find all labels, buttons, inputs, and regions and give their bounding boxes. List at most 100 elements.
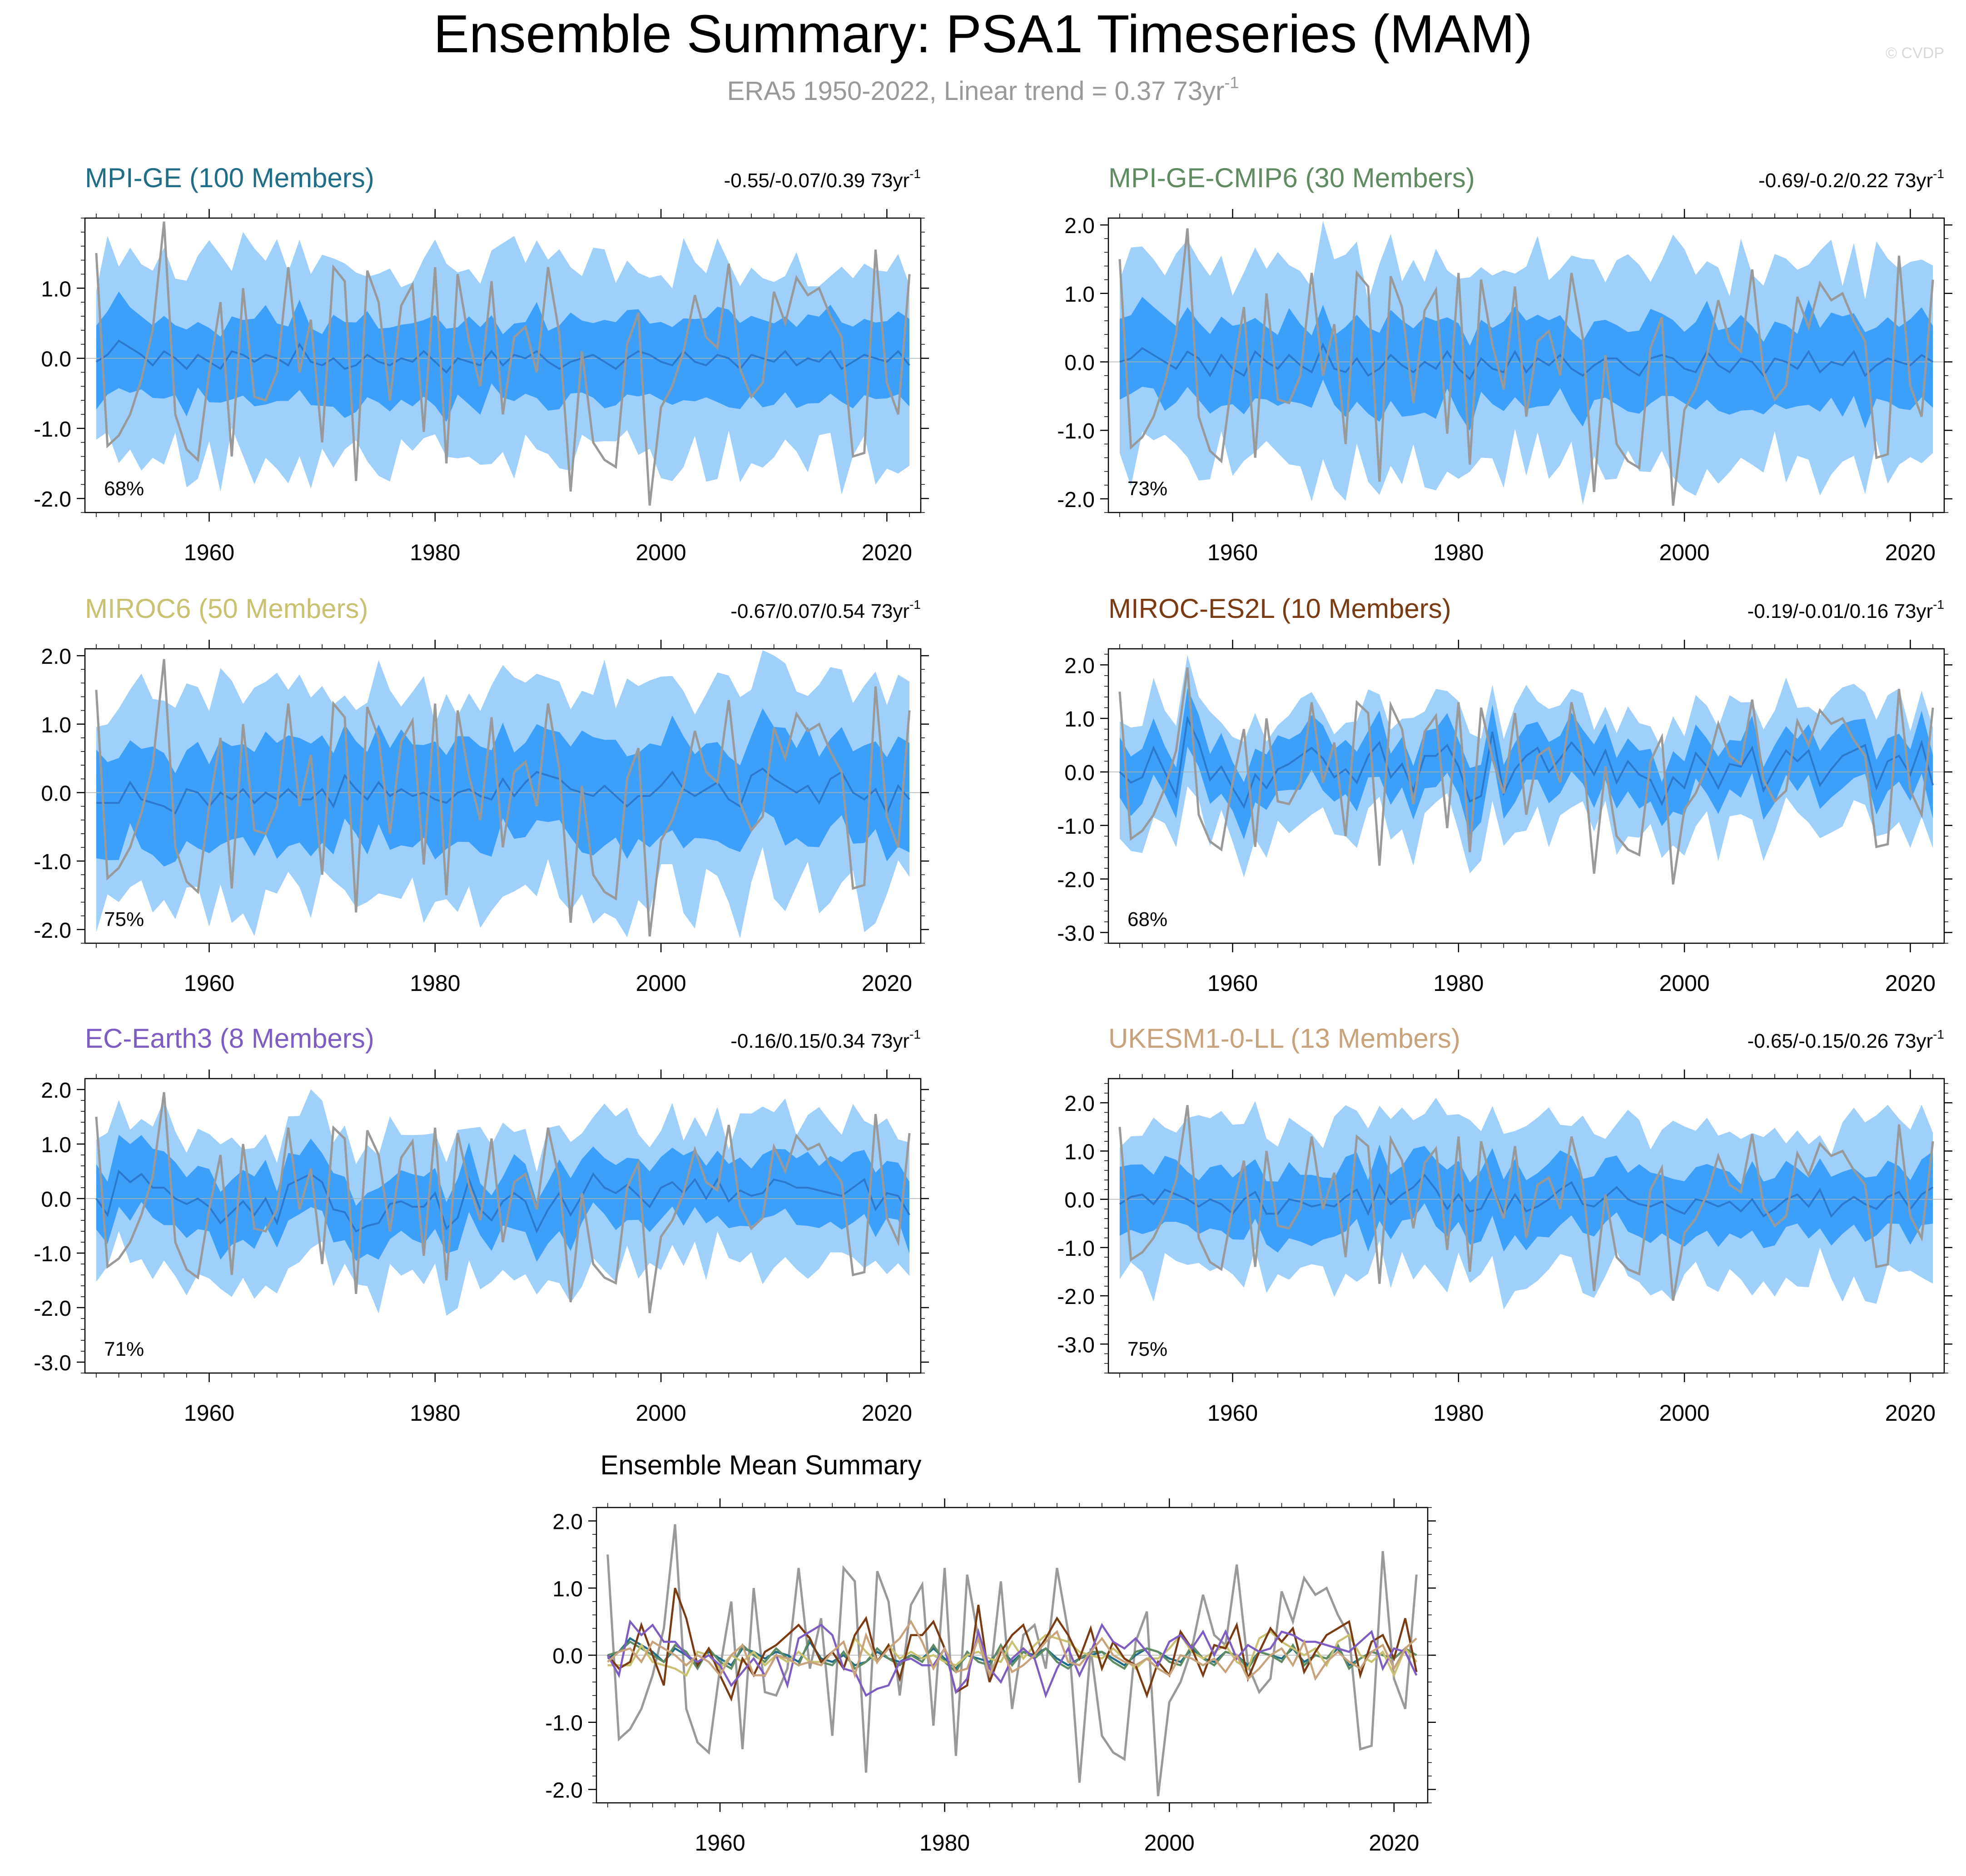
panel-ukesm1-0-ll-observed-line xyxy=(1118,1105,1934,1301)
panel-miroc-es2l-ytick-label: -2.0 xyxy=(1057,868,1095,892)
panel-mpi-ge-ytick-label: 1.0 xyxy=(41,277,71,301)
panel-miroc-es2l-percent-label: 68% xyxy=(1127,908,1167,931)
panel-miroc6-xtick-label: 1960 xyxy=(184,970,234,996)
panel-ec-earth3-ensemble-mean-line xyxy=(95,1169,910,1234)
panel-miroc-es2l-trend-label: -0.19/-0.01/0.16 73yr-1 xyxy=(1748,597,1944,622)
panel-miroc-es2l-xtick-label: 1980 xyxy=(1433,970,1484,996)
panel-mpi-ge-inner-band xyxy=(96,291,910,422)
panel-ukesm1-0-ll-title: UKESM1-0-LL (13 Members) xyxy=(1108,1023,1460,1054)
summary-xtick-label: 1980 xyxy=(919,1830,970,1856)
panel-ec-earth3: 2.0 1.0 0.0 -1.0 -2.0 -3.0 1960 1980 2000 2020 EC-… xyxy=(34,1023,929,1426)
summary-ytick-label: 2.0 xyxy=(552,1510,583,1534)
summary-observed-line xyxy=(606,1524,1418,1796)
panel-miroc6-ensemble-mean-line xyxy=(96,767,910,816)
panel-miroc-es2l-ytick-label: -3.0 xyxy=(1057,921,1095,945)
panel-ec-earth3-ytick-label: -2.0 xyxy=(34,1297,71,1321)
panel-miroc-es2l: 2.0 1.0 0.0 -1.0 -2.0 -3.0 1960 1980 2000 2020 MIR… xyxy=(1057,593,1952,996)
panel-mpi-ge-cmip6-ytick-label: 1.0 xyxy=(1064,283,1095,307)
panel-ukesm1-0-ll-ytick-label: -1.0 xyxy=(1057,1237,1095,1261)
summary-xtick-label: 1960 xyxy=(695,1830,745,1856)
panel-miroc6-xtick-label: 2000 xyxy=(635,970,686,996)
panel-ukesm1-0-ll: 2.0 1.0 0.0 -1.0 -2.0 -3.0 1960 1980 2000 2020 UKE… xyxy=(1057,1023,1952,1426)
panel-ukesm1-0-ll-ytick-label: -3.0 xyxy=(1057,1333,1095,1357)
panel-mpi-ge-trend-sup: -1 xyxy=(909,167,921,181)
panel-ec-earth3-ytick-label: 0.0 xyxy=(41,1188,71,1212)
panel-miroc-es2l-trend-text: -0.19/-0.01/0.16 73yr xyxy=(1748,600,1933,622)
summary-line-ec-earth3 xyxy=(606,1619,1418,1699)
summary-xtick-label: 2020 xyxy=(1369,1830,1419,1856)
panel-ec-earth3-xtick-label: 1980 xyxy=(410,1400,460,1426)
panel-mpi-ge-cmip6-observed-line xyxy=(1118,228,1934,506)
panel-miroc-es2l-ytick-label: 1.0 xyxy=(1064,707,1095,731)
panel-miroc6-trend-label: -0.67/0.07/0.54 73yr-1 xyxy=(730,597,921,622)
panel-mpi-ge-xtick-label: 1980 xyxy=(410,540,460,565)
panel-miroc-es2l-ytick-label: 2.0 xyxy=(1064,654,1095,678)
panel-mpi-ge-ytick-label: -1.0 xyxy=(34,418,71,442)
panel-mpi-ge-cmip6-inner-band xyxy=(1119,297,1933,431)
figure-subtitle-sup: -1 xyxy=(1224,73,1239,92)
panel-miroc-es2l-title: MIROC-ES2L (10 Members) xyxy=(1108,593,1451,624)
panel-mpi-ge-cmip6-xtick-label: 2020 xyxy=(1885,540,1936,565)
panel-ec-earth3-ytick-label: -1.0 xyxy=(34,1242,71,1266)
panel-miroc6-ytick-label: 2.0 xyxy=(41,645,71,669)
panel-miroc6: 2.0 1.0 0.0 -1.0 -2.0 1960 1980 2000 2020 MIROC6 … xyxy=(34,593,929,996)
panel-mpi-ge-cmip6: 2.0 1.0 0.0 -1.0 -2.0 1960 1980 2000 2020 MPI-GE-… xyxy=(1057,163,1952,565)
panel-mpi-ge-cmip6-xtick-label: 1980 xyxy=(1433,540,1484,565)
panel-ec-earth3-percent-label: 71% xyxy=(104,1338,144,1360)
panel-miroc-es2l-xtick-label: 2020 xyxy=(1885,970,1936,996)
panel-ukesm1-0-ll-xtick-label: 2000 xyxy=(1659,1400,1709,1426)
panel-ukesm1-0-ll-ytick-label: -2.0 xyxy=(1057,1285,1095,1309)
panels-group: 1.0 0.0 -1.0 -2.0 1960 1980 2000 2020 MPI-GE (10… xyxy=(34,163,1952,1426)
panel-ukesm1-0-ll-inner-band xyxy=(1119,1144,1933,1253)
panel-ec-earth3-ytick-label: -3.0 xyxy=(34,1351,71,1375)
panel-mpi-ge-ensemble-mean-line xyxy=(95,339,910,374)
panel-miroc6-ytick-label: -1.0 xyxy=(34,850,71,874)
panel-ec-earth3-title: EC-Earth3 (8 Members) xyxy=(85,1023,374,1054)
panel-miroc6-observed-line xyxy=(95,659,911,937)
panel-ukesm1-0-ll-xtick-label: 1960 xyxy=(1207,1400,1258,1426)
panel-miroc6-ytick-label: 1.0 xyxy=(41,713,71,737)
summary-line-ukesm1-0-ll xyxy=(607,1619,1417,1681)
panel-mpi-ge-xtick-label: 2000 xyxy=(635,540,686,565)
panel-mpi-ge-observed-line xyxy=(95,221,911,506)
panel-ukesm1-0-ll-trend-sup: -1 xyxy=(1933,1027,1944,1041)
figure-subtitle-text: ERA5 1950-2022, Linear trend = 0.37 73yr xyxy=(727,76,1225,106)
panel-mpi-ge-cmip6-title: MPI-GE-CMIP6 (30 Members) xyxy=(1108,163,1475,193)
panel-mpi-ge-cmip6-xtick-label: 2000 xyxy=(1659,540,1709,565)
panel-miroc6-inner-band xyxy=(96,708,910,867)
panel-mpi-ge-cmip6-trend-label: -0.69/-0.2/0.22 73yr-1 xyxy=(1758,167,1944,192)
panel-mpi-ge-xtick-label: 2020 xyxy=(862,540,912,565)
panel-miroc-es2l-ytick-label: 0.0 xyxy=(1064,761,1095,785)
panel-mpi-ge-cmip6-ytick-label: -2.0 xyxy=(1057,488,1095,512)
panel-miroc-es2l-xtick-label: 2000 xyxy=(1659,970,1709,996)
panel-ec-earth3-trend-text: -0.16/0.15/0.34 73yr xyxy=(730,1030,909,1052)
panel-miroc6-xtick-label: 1980 xyxy=(410,970,460,996)
panel-ec-earth3-xtick-label: 1960 xyxy=(184,1400,234,1426)
panel-mpi-ge-cmip6-ensemble-mean-line xyxy=(1119,342,1934,381)
panel-ukesm1-0-ll-ytick-label: 2.0 xyxy=(1064,1092,1095,1116)
panel-miroc-es2l-xtick-label: 1960 xyxy=(1207,970,1258,996)
summary-ytick-label: 1.0 xyxy=(552,1577,583,1601)
panel-miroc6-trend-sup: -1 xyxy=(909,597,921,612)
panel-miroc-es2l-trend-sup: -1 xyxy=(1933,597,1944,612)
figure-title: Ensemble Summary: PSA1 Timeseries (MAM) xyxy=(433,4,1533,64)
figure-subtitle: ERA5 1950-2022, Linear trend = 0.37 73yr… xyxy=(727,73,1239,106)
panel-mpi-ge-trend-text: -0.55/-0.07/0.39 73yr xyxy=(724,169,909,192)
summary-ytick-label: -2.0 xyxy=(545,1778,583,1802)
panel-mpi-ge-ytick-label: -2.0 xyxy=(34,488,71,512)
panel-mpi-ge-ytick-label: 0.0 xyxy=(41,348,71,372)
panel-mpi-ge-cmip6-ytick-label: 0.0 xyxy=(1064,351,1095,375)
panel-miroc6-ytick-label: -2.0 xyxy=(34,919,71,943)
panel-mpi-ge-cmip6-xtick-label: 1960 xyxy=(1207,540,1258,565)
panel-ukesm1-0-ll-trend-label: -0.65/-0.15/0.26 73yr-1 xyxy=(1748,1027,1944,1052)
summary-ytick-label: 0.0 xyxy=(552,1644,583,1668)
watermark: © CVDP xyxy=(1886,45,1944,62)
panel-miroc-es2l-inner-band xyxy=(1119,688,1933,840)
panel-ukesm1-0-ll-ytick-label: 0.0 xyxy=(1064,1189,1095,1213)
summary-xtick-label: 2000 xyxy=(1144,1830,1195,1856)
panel-mpi-ge-cmip6-ytick-label: 2.0 xyxy=(1064,214,1095,238)
summary-title: Ensemble Mean Summary xyxy=(601,1450,922,1480)
panel-mpi-ge-cmip6-percent-label: 73% xyxy=(1127,478,1167,500)
panel-ukesm1-0-ll-ytick-label: 1.0 xyxy=(1064,1140,1095,1164)
